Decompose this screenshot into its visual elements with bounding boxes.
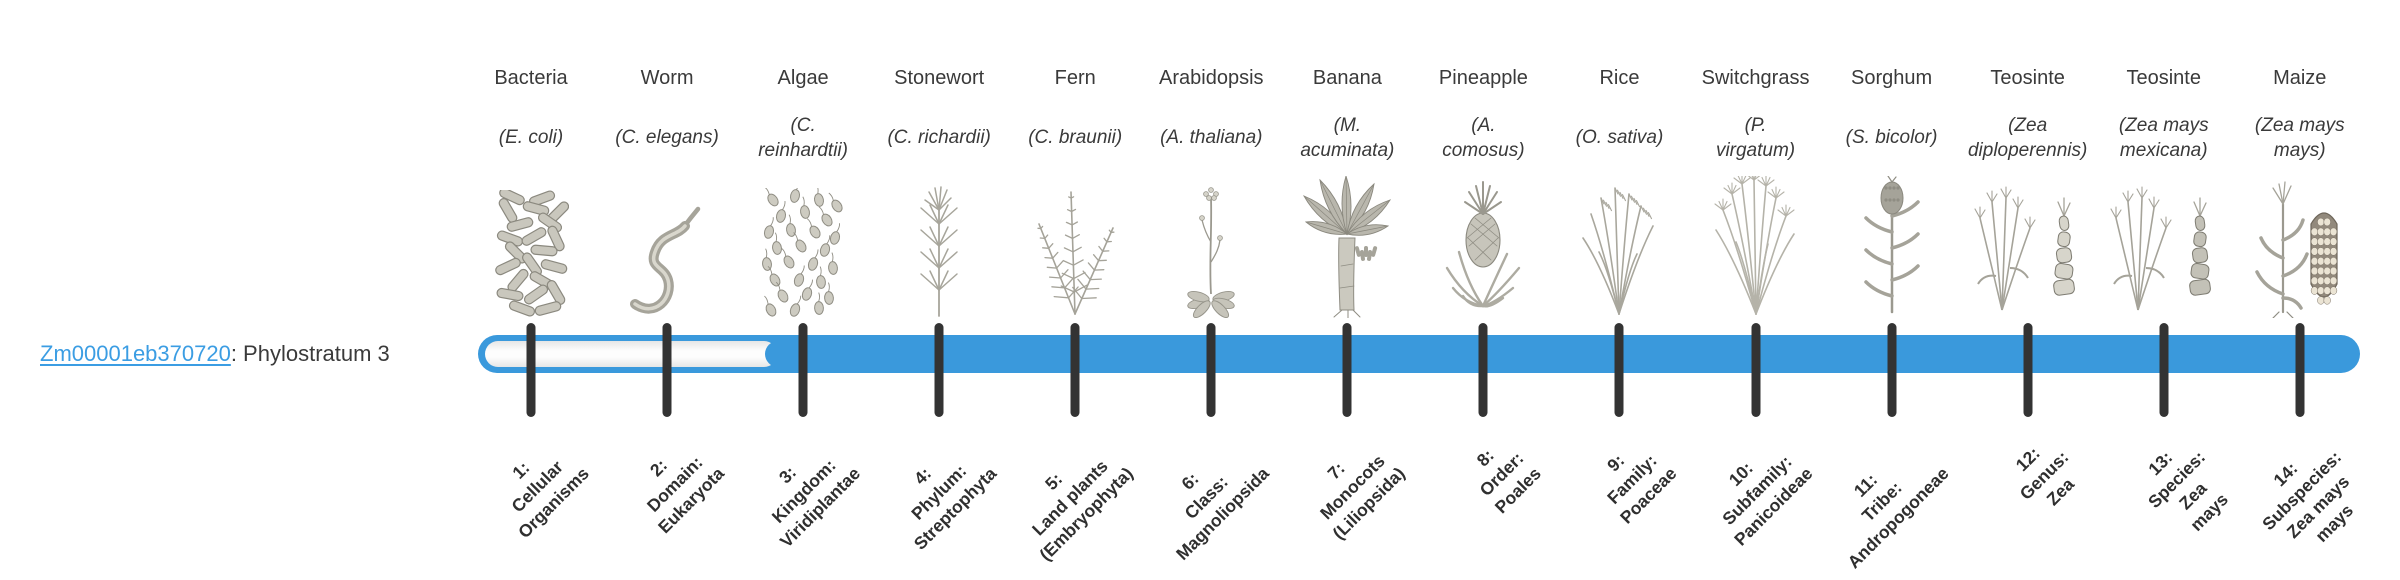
stratum-tick — [1342, 323, 1352, 417]
organism-column: Arabidopsis (A. thaliana) — [1136, 66, 1286, 318]
stratum-tick — [798, 323, 808, 417]
worm-illustration — [592, 170, 742, 318]
stratum-tick — [526, 323, 536, 417]
fern-illustration — [1000, 170, 1150, 318]
banana-illustration — [1272, 170, 1422, 318]
organism-scientific-name: (S. bicolor) — [1845, 127, 1938, 149]
organism-scientific-name: (Zea mays mays) — [2254, 114, 2345, 161]
stratum-tick — [2159, 323, 2169, 417]
organism-column: Rice (O. sativa) — [1544, 66, 1694, 318]
teosinte-diploperennis-illustration — [1953, 170, 2103, 318]
gene-label: Zm00001eb370720: Phylostratum 3 — [40, 341, 390, 367]
organism-scientific-name: (C. elegans) — [615, 127, 719, 149]
stratum-label: 11: Tribe: Andropogoneae — [1844, 463, 1954, 573]
stratum-tick — [1887, 323, 1897, 417]
organism-column: Algae (C. reinhardtii) — [728, 66, 878, 318]
organism-scientific-name: (C. reinhardtii) — [758, 114, 848, 161]
stratum-label: 2: Domain: Eukaryota — [643, 452, 729, 538]
organism-scientific-name: (E. coli) — [498, 127, 564, 149]
stratum-label: 13: Species: Zea mays — [2143, 447, 2232, 536]
stratum-label: 4: Phylum: Streptophyta — [907, 460, 1001, 554]
organism-scientific-name: (A. comosus) — [1442, 114, 1525, 161]
stratum-label: 9: Family: Poaceae — [1603, 450, 1681, 528]
gene-id-link[interactable]: Zm00001eb370720 — [40, 341, 231, 366]
organism-column: Worm (C. elegans) — [592, 66, 742, 318]
organism-name: Banana — [1312, 67, 1382, 89]
organism-name: Teosinte — [2126, 67, 2201, 89]
stratum-tick — [2295, 323, 2305, 417]
organism-name: Rice — [1599, 67, 1640, 89]
stratum-tick — [2023, 323, 2033, 417]
teosinte-mexicana-illustration — [2089, 170, 2239, 318]
organism-scientific-name: (A. thaliana) — [1160, 127, 1263, 149]
stratum-tick — [1614, 323, 1624, 417]
organism-name: Bacteria — [494, 67, 568, 89]
pineapple-illustration — [1408, 170, 1558, 318]
sorghum-illustration — [1817, 170, 1967, 318]
organism-column: Teosinte (Zea diploperennis) — [1953, 66, 2103, 318]
maize-illustration — [2225, 170, 2375, 318]
organism-column: Sorghum (S. bicolor) — [1817, 66, 1967, 318]
organism-scientific-name: (Zea mays mexicana) — [2118, 114, 2209, 161]
phylostratum-bar — [478, 335, 2360, 373]
rice-illustration — [1544, 170, 1694, 318]
stratum-tick — [1070, 323, 1080, 417]
organism-column: Bacteria (E. coli) — [456, 66, 606, 318]
stratum-label: 1: Cellular Organisms — [507, 456, 593, 543]
stratum-label: 6: Class: Magnoliopsida — [1172, 463, 1273, 565]
organism-scientific-name: (C. richardii) — [887, 127, 991, 149]
organism-column: Pineapple (A. comosus) — [1408, 66, 1558, 318]
stratum-tick — [934, 323, 944, 417]
organism-name: Algae — [777, 67, 829, 89]
organism-name: Maize — [2273, 67, 2327, 89]
stratum-label: 10: Subfamily: Panicoideae — [1718, 451, 1818, 550]
stratum-label: 12: Genus: Zea — [2012, 443, 2079, 510]
stratum-label: 8: Order: Poales — [1472, 445, 1545, 518]
organism-column: Maize (Zea mays mays) — [2225, 66, 2375, 318]
organism-scientific-name: (Zea diploperennis) — [1967, 114, 2088, 161]
switchgrass-illustration — [1681, 170, 1831, 318]
organism-name: Fern — [1054, 67, 1096, 89]
stratum-label: 14: Subspecies: Zea mays mays — [2257, 447, 2357, 547]
stratum-label: 7: Monocots (Liliopsida) — [1316, 450, 1409, 544]
organism-column: Teosinte (Zea mays mexicana) — [2089, 66, 2239, 318]
gene-phylostratum-text: : Phylostratum 3 — [230, 341, 390, 366]
algae-illustration — [728, 170, 878, 318]
organism-column: Fern (C. braunii) — [1000, 66, 1150, 318]
organism-column: Stonewort (C. richardii) — [864, 66, 1014, 318]
organism-scientific-name: (C. braunii) — [1028, 127, 1123, 149]
stratum-tick — [1206, 323, 1216, 417]
organism-name: Stonewort — [894, 67, 985, 89]
stratum-label: 5: Land plants (Embryophyta) — [1027, 455, 1137, 565]
organism-scientific-name: (P. virgatum) — [1715, 114, 1796, 161]
stratum-tick — [1478, 323, 1488, 417]
stratum-tick — [1751, 323, 1761, 417]
organism-name: Arabidopsis — [1159, 67, 1264, 89]
organism-name: Pineapple — [1438, 67, 1528, 89]
organism-column: Banana (M. acuminata) — [1272, 66, 1422, 318]
organism-scientific-name: (M. acuminata) — [1300, 114, 1395, 161]
organism-scientific-name: (O. sativa) — [1575, 127, 1664, 149]
stratum-label: 3: Kingdom: Viridiplantae — [768, 455, 865, 552]
arabidopsis-illustration — [1136, 170, 1286, 318]
organism-name: Worm — [640, 67, 694, 89]
organism-name: Teosinte — [1990, 67, 2065, 89]
organism-column: Switchgrass (P. virgatum) — [1681, 66, 1831, 318]
organism-name: Switchgrass — [1701, 67, 1810, 89]
stratum-tick — [662, 323, 672, 417]
stonewort-illustration — [864, 170, 1014, 318]
bacteria-illustration — [456, 170, 606, 318]
organism-name: Sorghum — [1851, 67, 1933, 89]
